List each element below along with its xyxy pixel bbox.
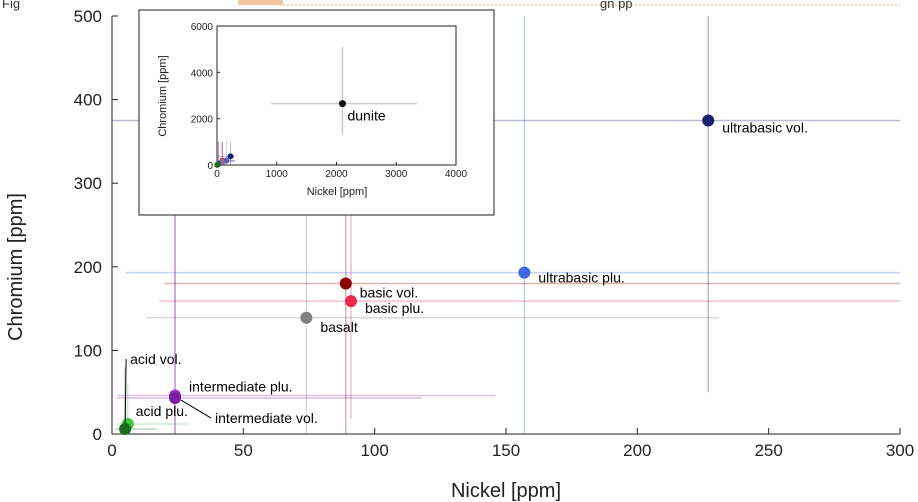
data-point	[702, 114, 715, 127]
plot-area: 0 50 100 150 200 250 3000100200300400500ultrab…	[74, 7, 915, 460]
caption-prefix: Fig	[2, 0, 20, 11]
point-label: acid plu.	[136, 403, 188, 419]
y-tick-label: 100	[74, 341, 102, 360]
point-label: ultrabasic plu.	[538, 270, 624, 286]
x-tick-label: 0	[107, 441, 116, 460]
x-axis-title: Nickel [ppm]	[451, 480, 561, 502]
inset-x-tick-label: 4000	[445, 169, 468, 180]
point-label: basic plu.	[365, 300, 424, 316]
caption-suffix: gn pp	[600, 0, 633, 11]
inset-point-label: dunite	[347, 108, 385, 124]
inset-area: 0 1000 2000 3000 4000 0 2000 4000 6000 dunite	[191, 22, 468, 180]
y-tick-label: 200	[74, 258, 102, 277]
y-tick-label: 300	[74, 174, 102, 193]
label-leader-line	[180, 399, 212, 419]
x-tick-label: 300	[886, 441, 914, 460]
y-tick-label: 0	[93, 425, 102, 444]
inset-y-axis-title: Chromium [ppm]	[157, 55, 169, 136]
data-point	[169, 392, 182, 405]
point-label: ultrabasic vol.	[722, 120, 808, 136]
label-leader-line	[124, 358, 127, 423]
x-tick-label: 100	[360, 441, 388, 460]
data-point	[300, 311, 313, 324]
inset-x-tick-label: 1000	[266, 169, 289, 180]
inset-data-point	[214, 161, 221, 168]
point-label: intermediate vol.	[215, 410, 318, 426]
data-point	[339, 277, 352, 290]
inset-y-tick-label: 6000	[191, 22, 214, 33]
y-tick-label: 500	[74, 7, 102, 26]
data-point	[119, 422, 132, 435]
inset-x-tick-label: 2000	[325, 169, 348, 180]
inset-x-tick-label: 0	[214, 169, 220, 180]
inset-data-point	[338, 100, 346, 108]
inset-y-tick-label: 0	[207, 161, 213, 172]
caption-highlight	[238, 0, 283, 5]
point-label: acid vol.	[130, 351, 181, 367]
x-tick-label: 150	[492, 441, 520, 460]
inset-y-tick-label: 4000	[191, 68, 214, 79]
inset-data-point	[227, 153, 234, 160]
y-axis-title: Chromium [ppm]	[5, 193, 27, 341]
point-label: intermediate plu.	[189, 379, 293, 395]
inset-frame	[138, 9, 495, 216]
x-tick-label: 200	[623, 441, 651, 460]
y-tick-label: 400	[74, 91, 102, 110]
inset-y-tick-label: 2000	[191, 115, 214, 126]
point-label: basalt	[320, 319, 357, 335]
point-label: basic vol.	[360, 285, 418, 301]
x-tick-label: 50	[234, 441, 253, 460]
x-tick-label: 250	[754, 441, 782, 460]
inset-x-tick-label: 3000	[385, 169, 408, 180]
data-point	[345, 295, 358, 308]
data-point	[518, 266, 531, 279]
inset-x-axis-title: Nickel [ppm]	[307, 186, 368, 198]
